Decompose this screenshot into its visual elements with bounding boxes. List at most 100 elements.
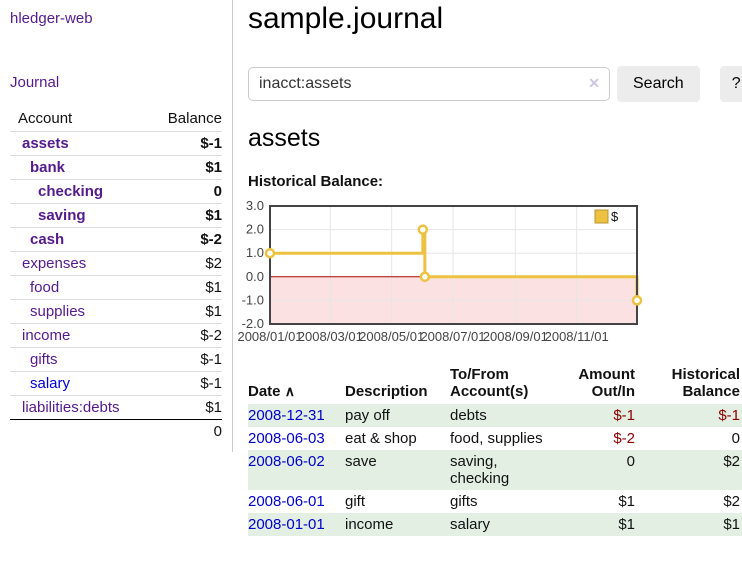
transaction-amount-cell: $-1 [568, 404, 643, 427]
transaction-row: 2008-01-01incomesalary$1$1 [248, 513, 742, 536]
svg-text:2008/07/01: 2008/07/01 [420, 329, 485, 344]
transactions-header-row: Date ∧ Description To/From Account(s) Am… [248, 364, 742, 404]
account-link-cash[interactable]: cash [30, 231, 64, 248]
account-balance: $-1 [145, 348, 222, 372]
transaction-date-cell: 2008-06-02 [248, 450, 345, 490]
accounts-header-balance: Balance [145, 107, 222, 132]
account-balance: $-2 [145, 228, 222, 252]
account-link-checking[interactable]: checking [38, 183, 103, 200]
account-link-saving[interactable]: saving [38, 207, 86, 224]
table-header-balance: Historical Balance [643, 364, 742, 404]
table-header-date[interactable]: Date ∧ [248, 364, 345, 404]
transaction-row: 2008-12-31pay offdebts$-1$-1 [248, 404, 742, 427]
account-balance: 0 [145, 180, 222, 204]
svg-text:2008/09/01: 2008/09/01 [483, 329, 548, 344]
transaction-amount-cell: $1 [568, 490, 643, 513]
account-link-income[interactable]: income [22, 327, 70, 344]
transaction-amount-cell: 0 [568, 450, 643, 490]
search-input[interactable] [248, 67, 610, 101]
account-row: salary $-1 [10, 372, 222, 396]
account-balance: $1 [145, 204, 222, 228]
accounts-table: Account Balance assets $-1 bank $1 checking 0… [10, 107, 222, 443]
transaction-balance-cell: $1 [643, 513, 742, 536]
search-button[interactable]: Search [617, 66, 700, 102]
main-content: sample.journal ✕ Search ? assets Histori… [248, 0, 742, 536]
table-header-description: Description [345, 364, 450, 404]
account-row: bank $1 [10, 156, 222, 180]
transaction-amount-cell: $-2 [568, 427, 643, 450]
account-row: cash $-2 [10, 228, 222, 252]
svg-text:1.0: 1.0 [246, 245, 264, 260]
svg-text:$: $ [611, 209, 619, 224]
transaction-accounts-cell: gifts [450, 490, 568, 513]
account-balance: $-1 [145, 372, 222, 396]
svg-text:0.0: 0.0 [246, 269, 264, 284]
transaction-description-cell: pay off [345, 404, 450, 427]
transaction-date-cell: 2008-06-03 [248, 427, 345, 450]
account-link-expenses[interactable]: expenses [22, 255, 86, 272]
chart-title: Historical Balance: [248, 173, 742, 190]
accounts-total-value: 0 [145, 420, 222, 444]
transaction-description-cell: income [345, 513, 450, 536]
transaction-row: 2008-06-03eat & shopfood, supplies$-20 [248, 427, 742, 450]
transaction-date-cell: 2008-12-31 [248, 404, 345, 427]
account-balance: $2 [145, 252, 222, 276]
transaction-row: 2008-06-01giftgifts$1$2 [248, 490, 742, 513]
historical-balance-chart: $3.02.01.00.0-1.0-2.02008/01/012008/03/0… [248, 204, 742, 346]
page-title: sample.journal [248, 2, 742, 36]
transaction-date-cell: 2008-01-01 [248, 513, 345, 536]
search-form: ✕ Search ? [248, 66, 742, 102]
transaction-row: 2008-06-02savesaving, checking0$2 [248, 450, 742, 490]
account-row: assets $-1 [10, 132, 222, 156]
account-link-salary[interactable]: salary [30, 375, 70, 392]
account-row: income $-2 [10, 324, 222, 348]
account-balance: $-1 [145, 132, 222, 156]
transaction-date-link[interactable]: 2008-06-03 [248, 430, 325, 447]
sort-ascending-icon: ∧ [285, 383, 295, 399]
transaction-accounts-cell: saving, checking [450, 450, 568, 490]
transaction-description-cell: gift [345, 490, 450, 513]
help-button[interactable]: ? [720, 66, 742, 102]
transaction-date-link[interactable]: 2008-06-01 [248, 493, 325, 510]
svg-text:2.0: 2.0 [246, 222, 264, 237]
accounts-header-account: Account [10, 107, 145, 132]
account-link-gifts[interactable]: gifts [30, 351, 58, 368]
app-title-link[interactable]: hledger-web [10, 10, 93, 27]
transaction-balance-cell: $-1 [643, 404, 742, 427]
transaction-date-link[interactable]: 2008-12-31 [248, 407, 325, 424]
sidebar-item-journal[interactable]: Journal [10, 74, 222, 91]
account-balance: $1 [145, 300, 222, 324]
svg-text:2008/01/01: 2008/01/01 [237, 329, 302, 344]
date-header-label: Date [248, 383, 281, 400]
transaction-description-cell: save [345, 450, 450, 490]
account-link-supplies[interactable]: supplies [30, 303, 85, 320]
clear-search-icon[interactable]: ✕ [588, 75, 600, 92]
transaction-amount-cell: $1 [568, 513, 643, 536]
account-row: checking 0 [10, 180, 222, 204]
table-header-amount: Amount Out/In [568, 364, 643, 404]
table-header-accounts: To/From Account(s) [450, 364, 568, 404]
account-balance: $1 [145, 396, 222, 420]
svg-text:2008/03/01: 2008/03/01 [298, 329, 363, 344]
account-heading: assets [248, 124, 742, 153]
account-link-food[interactable]: food [30, 279, 59, 296]
account-balance: $1 [145, 276, 222, 300]
transaction-date-link[interactable]: 2008-01-01 [248, 516, 325, 533]
accounts-total-row: 0 [10, 420, 222, 444]
account-balance: $-2 [145, 324, 222, 348]
transaction-date-cell: 2008-06-01 [248, 490, 345, 513]
sidebar: hledger-web Journal Account Balance asse… [0, 0, 233, 452]
account-balance: $1 [145, 156, 222, 180]
account-row: saving $1 [10, 204, 222, 228]
account-link-assets[interactable]: assets [22, 135, 69, 152]
transaction-accounts-cell: debts [450, 404, 568, 427]
svg-text:-1.0: -1.0 [242, 292, 264, 307]
transactions-table: Date ∧ Description To/From Account(s) Am… [248, 364, 742, 536]
account-row: gifts $-1 [10, 348, 222, 372]
svg-text:2008/05/01: 2008/05/01 [359, 329, 424, 344]
transaction-description-cell: eat & shop [345, 427, 450, 450]
account-row: liabilities:debts $1 [10, 396, 222, 420]
transaction-date-link[interactable]: 2008-06-02 [248, 453, 325, 470]
account-link-liabilities-debts[interactable]: liabilities:debts [22, 399, 120, 416]
account-link-bank[interactable]: bank [30, 159, 65, 176]
